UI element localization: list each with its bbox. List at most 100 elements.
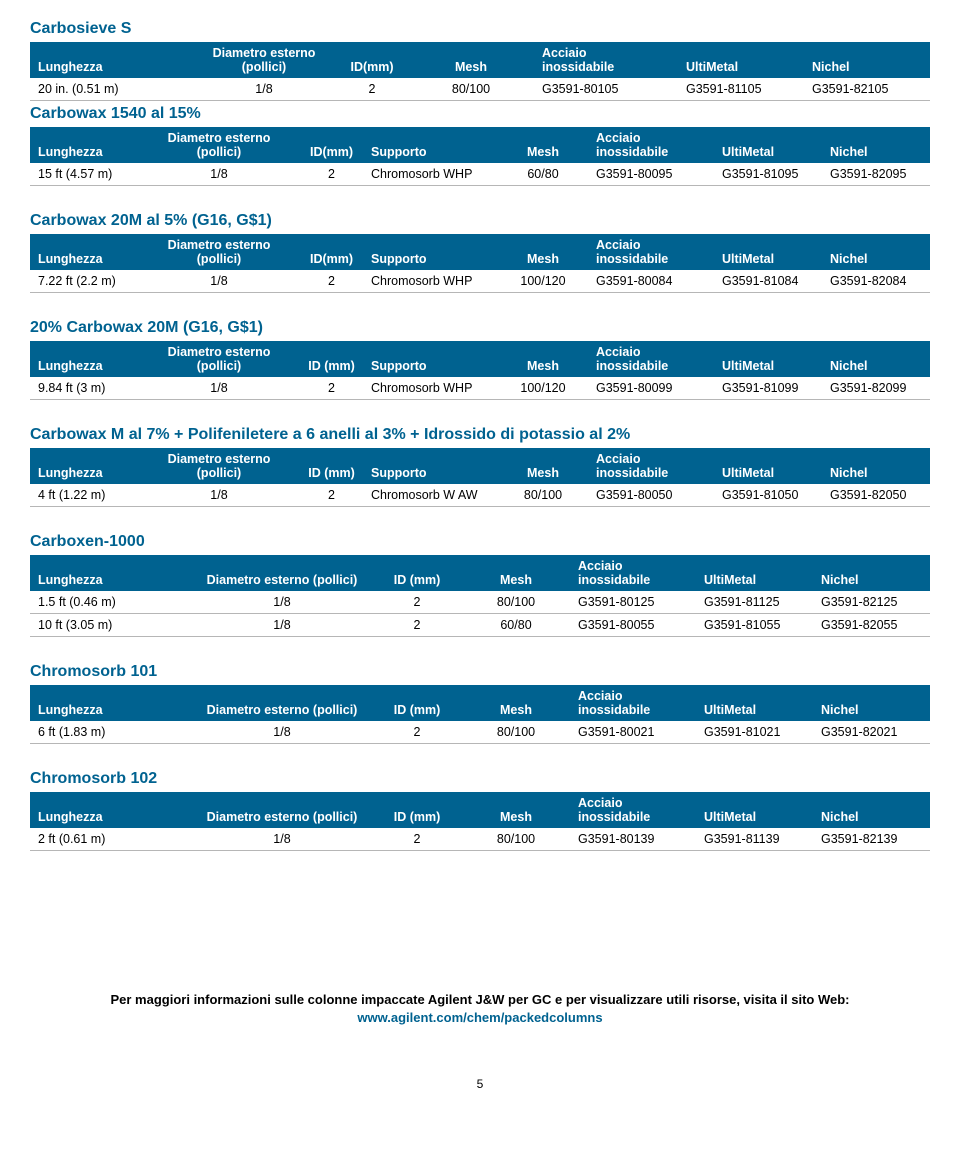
table-cell: 80/100 — [408, 78, 534, 101]
table-header-cell: Supporto — [363, 448, 498, 484]
table-header-row: LunghezzaDiametro esterno(pollici)ID(mm)… — [30, 42, 930, 78]
table-cell: 1/8 — [192, 591, 372, 614]
table-header-cell: UltiMetal — [714, 448, 822, 484]
table-cell: 80/100 — [462, 828, 570, 851]
table-cell: 1/8 — [192, 614, 372, 637]
section-title: Carbowax M al 7% + Polifeniletere a 6 an… — [30, 426, 930, 444]
table-row: 10 ft (3.05 m)1/8260/80G3591-80055G3591-… — [30, 614, 930, 637]
table-header-cell: Nichel — [804, 42, 930, 78]
table-header-cell: Supporto — [363, 127, 498, 163]
table-cell: 80/100 — [462, 591, 570, 614]
data-table: LunghezzaDiametro esterno (pollici)ID(mm… — [30, 234, 930, 293]
data-table: LunghezzaDiametro esterno (pollici)ID (m… — [30, 448, 930, 507]
table-header-cell: Acciaio inossidabile — [588, 341, 714, 377]
table-cell: G3591-82084 — [822, 270, 930, 293]
table-header-cell: Lunghezza — [30, 792, 192, 828]
table-cell: G3591-80050 — [588, 484, 714, 507]
table-cell: G3591-81139 — [696, 828, 813, 851]
table-header-cell: Mesh — [498, 127, 588, 163]
table-row: 4 ft (1.22 m)1/82Chromosorb W AW80/100G3… — [30, 484, 930, 507]
table-header-cell: Lunghezza — [30, 127, 138, 163]
table-header-cell: Lunghezza — [30, 448, 138, 484]
table-cell: 80/100 — [498, 484, 588, 507]
table-header-cell: Acciaio inossidabile — [570, 685, 696, 721]
table-header-cell: ID (mm) — [372, 792, 462, 828]
table-cell: 9.84 ft (3 m) — [30, 377, 138, 400]
table-header-row: LunghezzaDiametro esterno (pollici)ID (m… — [30, 341, 930, 377]
table-cell: 1/8 — [138, 377, 300, 400]
table-cell: Chromosorb WHP — [363, 377, 498, 400]
table-cell: G3591-80125 — [570, 591, 696, 614]
table-header-row: LunghezzaDiametro esterno (pollici)ID (m… — [30, 685, 930, 721]
data-table: LunghezzaDiametro esterno (pollici)ID (m… — [30, 341, 930, 400]
table-cell: G3591-82105 — [804, 78, 930, 101]
table-header-cell: ID(mm) — [336, 42, 408, 78]
section-title: Carbowax 1540 al 15% — [30, 105, 930, 123]
data-table: LunghezzaDiametro esterno (pollici)ID(mm… — [30, 127, 930, 186]
table-header-cell: UltiMetal — [714, 234, 822, 270]
table-header-cell: Supporto — [363, 341, 498, 377]
table-cell: 1/8 — [192, 78, 336, 101]
section-title: Carbosieve S — [30, 20, 930, 38]
table-header-cell: Diametro esterno (pollici) — [192, 685, 372, 721]
table-header-cell: ID (mm) — [372, 685, 462, 721]
table-row: 6 ft (1.83 m)1/8280/100G3591-80021G3591-… — [30, 721, 930, 744]
table-header-cell: Mesh — [498, 234, 588, 270]
table-cell: G3591-81099 — [714, 377, 822, 400]
table-cell: G3591-81095 — [714, 163, 822, 186]
section-title: Carbowax 20M al 5% (G16, G$1) — [30, 212, 930, 230]
section: Carbosieve S LunghezzaDiametro esterno(po… — [30, 20, 930, 101]
section: Carbowax 1540 al 15% LunghezzaDiametro es… — [30, 105, 930, 186]
table-cell: 2 — [336, 78, 408, 101]
table-header-cell: Lunghezza — [30, 234, 138, 270]
table-header-cell: UltiMetal — [714, 341, 822, 377]
table-cell: G3591-81105 — [678, 78, 804, 101]
table-row: 2 ft (0.61 m)1/8280/100G3591-80139G3591-… — [30, 828, 930, 851]
section: 20% Carbowax 20M (G16, G$1) LunghezzaDiam… — [30, 319, 930, 400]
section-title: Carboxen-1000 — [30, 533, 930, 551]
page-number: 5 — [30, 1077, 930, 1091]
table-cell: 2 — [372, 614, 462, 637]
table-cell: G3591-80139 — [570, 828, 696, 851]
table-cell: G3591-80099 — [588, 377, 714, 400]
table-cell: 2 — [372, 721, 462, 744]
section: Chromosorb 102LunghezzaDiametro esterno … — [30, 770, 930, 851]
section: Carboxen-1000 LunghezzaDiametro esterno (… — [30, 533, 930, 637]
table-header-cell: Acciaio inossidabile — [570, 792, 696, 828]
table-header-cell: Nichel — [822, 127, 930, 163]
table-cell: 6 ft (1.83 m) — [30, 721, 192, 744]
table-header-row: LunghezzaDiametro esterno (pollici)ID (m… — [30, 448, 930, 484]
table-header-cell: Lunghezza — [30, 42, 192, 78]
table-header-cell: Nichel — [822, 234, 930, 270]
table-cell: Chromosorb WHP — [363, 270, 498, 293]
table-header-cell: Mesh — [462, 685, 570, 721]
table-header-cell: Lunghezza — [30, 341, 138, 377]
table-cell: G3591-81021 — [696, 721, 813, 744]
section: Chromosorb 101 LunghezzaDiametro esterno … — [30, 663, 930, 744]
table-row: 1.5 ft (0.46 m)1/8280/100G3591-80125G359… — [30, 591, 930, 614]
table-header-row: LunghezzaDiametro esterno (pollici)ID (m… — [30, 555, 930, 591]
table-row: 7.22 ft (2.2 m)1/82Chromosorb WHP100/120… — [30, 270, 930, 293]
table-cell: 1/8 — [192, 721, 372, 744]
table-cell: 1/8 — [138, 163, 300, 186]
table-cell: 1.5 ft (0.46 m) — [30, 591, 192, 614]
table-cell: 100/120 — [498, 270, 588, 293]
section-title: 20% Carbowax 20M (G16, G$1) — [30, 319, 930, 337]
table-header-cell: ID (mm) — [300, 341, 363, 377]
table-cell: G3591-81050 — [714, 484, 822, 507]
table-cell: G3591-82021 — [813, 721, 930, 744]
table-header-cell: Nichel — [813, 555, 930, 591]
table-header-cell: Nichel — [813, 792, 930, 828]
table-header-cell: Acciaio inossidabile — [588, 127, 714, 163]
table-cell: G3591-82055 — [813, 614, 930, 637]
table-cell: 2 — [372, 591, 462, 614]
footer-link: www.agilent.com/chem/packedcolumns — [357, 1010, 602, 1025]
section: Carbowax 20M al 5% (G16, G$1) LunghezzaDi… — [30, 212, 930, 293]
table-cell: 4 ft (1.22 m) — [30, 484, 138, 507]
table-header-cell: UltiMetal — [696, 792, 813, 828]
table-header-cell: ID (mm) — [300, 448, 363, 484]
table-header-cell: UltiMetal — [696, 555, 813, 591]
table-header-cell: ID (mm) — [372, 555, 462, 591]
table-header-cell: Supporto — [363, 234, 498, 270]
section-title: Chromosorb 101 — [30, 663, 930, 681]
